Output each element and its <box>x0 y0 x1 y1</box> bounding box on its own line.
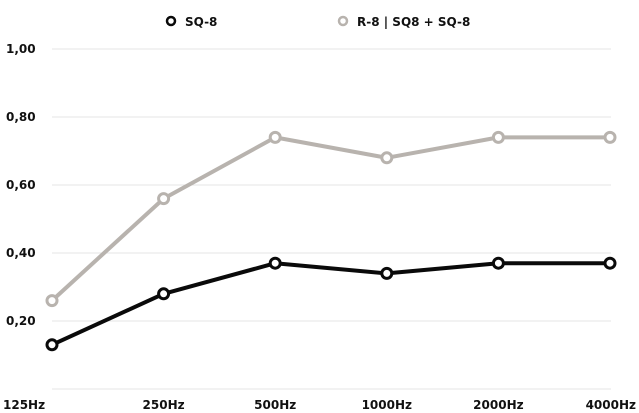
data-point <box>380 266 394 280</box>
x-tick-label: 4000Hz <box>586 398 636 412</box>
data-point <box>268 256 282 270</box>
legend-marker <box>337 15 349 27</box>
x-axis-tick-labels: 125Hz 250Hz 500Hz 1000Hz 2000Hz 4000Hz <box>3 398 636 412</box>
data-point <box>157 192 171 206</box>
series-layer <box>45 130 617 352</box>
data-point <box>268 130 282 144</box>
x-tick-label: 125Hz <box>3 398 45 412</box>
series-line <box>50 135 612 303</box>
y-tick-label: 1,00 <box>6 42 36 56</box>
y-tick-label: 0,40 <box>6 246 36 260</box>
data-point <box>603 256 617 270</box>
legend-marker <box>165 15 177 27</box>
legend-label: SQ-8 <box>185 15 217 29</box>
x-tick-label: 250Hz <box>143 398 185 412</box>
data-point <box>603 130 617 144</box>
y-tick-label: 0,80 <box>6 110 36 124</box>
y-tick-label: 0,20 <box>6 314 36 328</box>
data-point <box>491 130 505 144</box>
legend: SQ-8 R-8 | SQ8 + SQ-8 <box>165 15 470 29</box>
x-tick-label: 500Hz <box>254 398 296 412</box>
y-axis-tick-labels: 0,20 0,40 0,60 0,80 1,00 <box>6 42 36 328</box>
data-point <box>45 338 59 352</box>
series-line <box>50 261 612 347</box>
data-point <box>491 256 505 270</box>
y-tick-label: 0,60 <box>6 178 36 192</box>
grid-lines <box>52 48 611 390</box>
legend-label: R-8 | SQ8 + SQ-8 <box>357 15 470 29</box>
x-tick-label: 1000Hz <box>362 398 412 412</box>
data-point <box>45 294 59 308</box>
data-point <box>380 151 394 165</box>
x-tick-label: 2000Hz <box>473 398 523 412</box>
data-point <box>157 287 171 301</box>
